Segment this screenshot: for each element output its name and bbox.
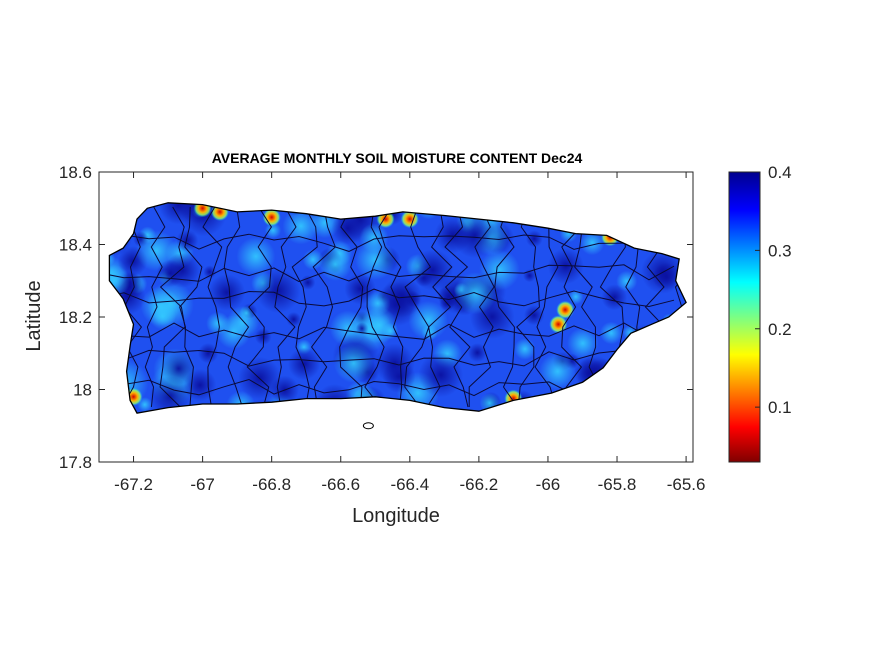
municipality-boundary — [310, 206, 336, 408]
municipality-boundary — [246, 206, 272, 408]
municipality-boundary — [574, 206, 601, 408]
moisture-cell — [418, 352, 464, 398]
moisture-cell — [109, 264, 131, 298]
municipality-boundary — [109, 288, 675, 308]
moisture-cell — [539, 353, 576, 390]
y-tick-label: 18.2 — [59, 308, 92, 327]
y-tick-label: 18 — [73, 381, 92, 400]
low-moisture-spot — [400, 210, 419, 229]
island-outline — [108, 202, 687, 414]
municipality-boundary — [516, 206, 540, 408]
municipality-boundaries — [109, 206, 687, 408]
moisture-cell — [333, 343, 374, 384]
moisture-cell — [467, 343, 487, 363]
moisture-cell — [355, 239, 396, 280]
municipality-boundary — [274, 206, 297, 408]
municipality-boundary — [364, 206, 385, 408]
moisture-cell — [580, 230, 605, 256]
municipality-boundary — [291, 206, 318, 408]
colorbar-tick-label: 0.4 — [768, 163, 792, 182]
moisture-cell — [411, 249, 454, 291]
municipality-boundary — [426, 206, 453, 408]
x-tick-label: -66.6 — [321, 475, 360, 494]
municipality-boundary — [339, 206, 364, 408]
moisture-cell — [300, 275, 316, 290]
moisture-cell — [318, 247, 352, 281]
moisture-cell — [452, 213, 498, 259]
moisture-cell — [239, 305, 254, 321]
moisture-cell — [208, 274, 246, 311]
moisture-cell — [525, 230, 543, 248]
municipality-boundary — [534, 206, 559, 408]
x-tick-label: -65.6 — [667, 475, 706, 494]
municipality-boundary — [494, 206, 518, 408]
moisture-cell — [514, 338, 536, 360]
moisture-cell — [331, 212, 365, 245]
x-tick-label: -66.8 — [252, 475, 291, 494]
moisture-cell — [288, 347, 321, 380]
moisture-cell — [255, 268, 301, 314]
colorbar — [728, 171, 761, 463]
colorbar-tick-label: 0.1 — [768, 398, 792, 417]
moisture-cell — [236, 237, 276, 276]
moisture-cell — [264, 222, 282, 239]
municipality-boundary — [144, 206, 166, 408]
low-moisture-spot — [262, 208, 281, 227]
x-tick-label: -67 — [190, 475, 215, 494]
offshore-islet — [362, 422, 374, 430]
low-moisture-spot — [556, 300, 575, 319]
municipality-boundary — [179, 206, 203, 408]
moisture-cell — [140, 286, 180, 326]
moisture-cell — [286, 312, 302, 327]
y-axis-ticks: 17.8 18 18.2 18.4 18.6 — [59, 163, 693, 472]
municipality-boundary — [378, 206, 404, 408]
municipality-boundary — [202, 206, 223, 408]
colorbar-ticks: 0.1 0.2 0.3 0.4 — [755, 163, 792, 417]
colorbar-tick-label: 0.2 — [768, 320, 792, 339]
x-tick-label: -66 — [536, 475, 561, 494]
moisture-cell — [601, 284, 628, 311]
x-tick-label: -65.8 — [598, 475, 637, 494]
chart-title: AVERAGE MONTHLY SOIL MOISTURE CONTENT De… — [212, 150, 583, 166]
x-axis-label: Longitude — [352, 505, 440, 527]
y-tick-label: 17.8 — [59, 453, 92, 472]
moisture-cell — [479, 249, 520, 291]
municipality-boundary — [404, 206, 432, 408]
municipality-boundary — [561, 206, 585, 408]
moisture-cell — [203, 265, 217, 279]
y-tick-label: 18.4 — [59, 236, 92, 255]
y-tick-label: 18.6 — [59, 163, 92, 182]
x-tick-label: -67.2 — [114, 475, 153, 494]
municipality-boundary — [109, 322, 675, 340]
moisture-cell — [567, 327, 599, 359]
municipality-boundary — [109, 349, 675, 367]
municipality-boundary — [223, 206, 250, 408]
y-axis-label: Latitude — [23, 280, 45, 351]
municipality-boundary — [468, 206, 495, 407]
moisture-cell — [198, 343, 219, 364]
municipality-boundary — [109, 264, 675, 283]
moisture-cell — [216, 315, 251, 350]
colorbar-tick-label: 0.3 — [768, 241, 792, 260]
moisture-cell — [382, 360, 416, 393]
municipality-boundary — [444, 206, 471, 408]
moisture-cell — [159, 202, 198, 225]
x-tick-label: -66.4 — [390, 475, 429, 494]
municipality-boundary — [109, 233, 675, 252]
x-tick-label: -66.2 — [460, 475, 499, 494]
moisture-cell — [599, 321, 623, 345]
x-axis-ticks: -67.2 -67 -66.8 -66.6 -66.4 -66.2 -66 -65.8 -65.… — [114, 172, 705, 494]
moisture-cell — [254, 328, 272, 345]
